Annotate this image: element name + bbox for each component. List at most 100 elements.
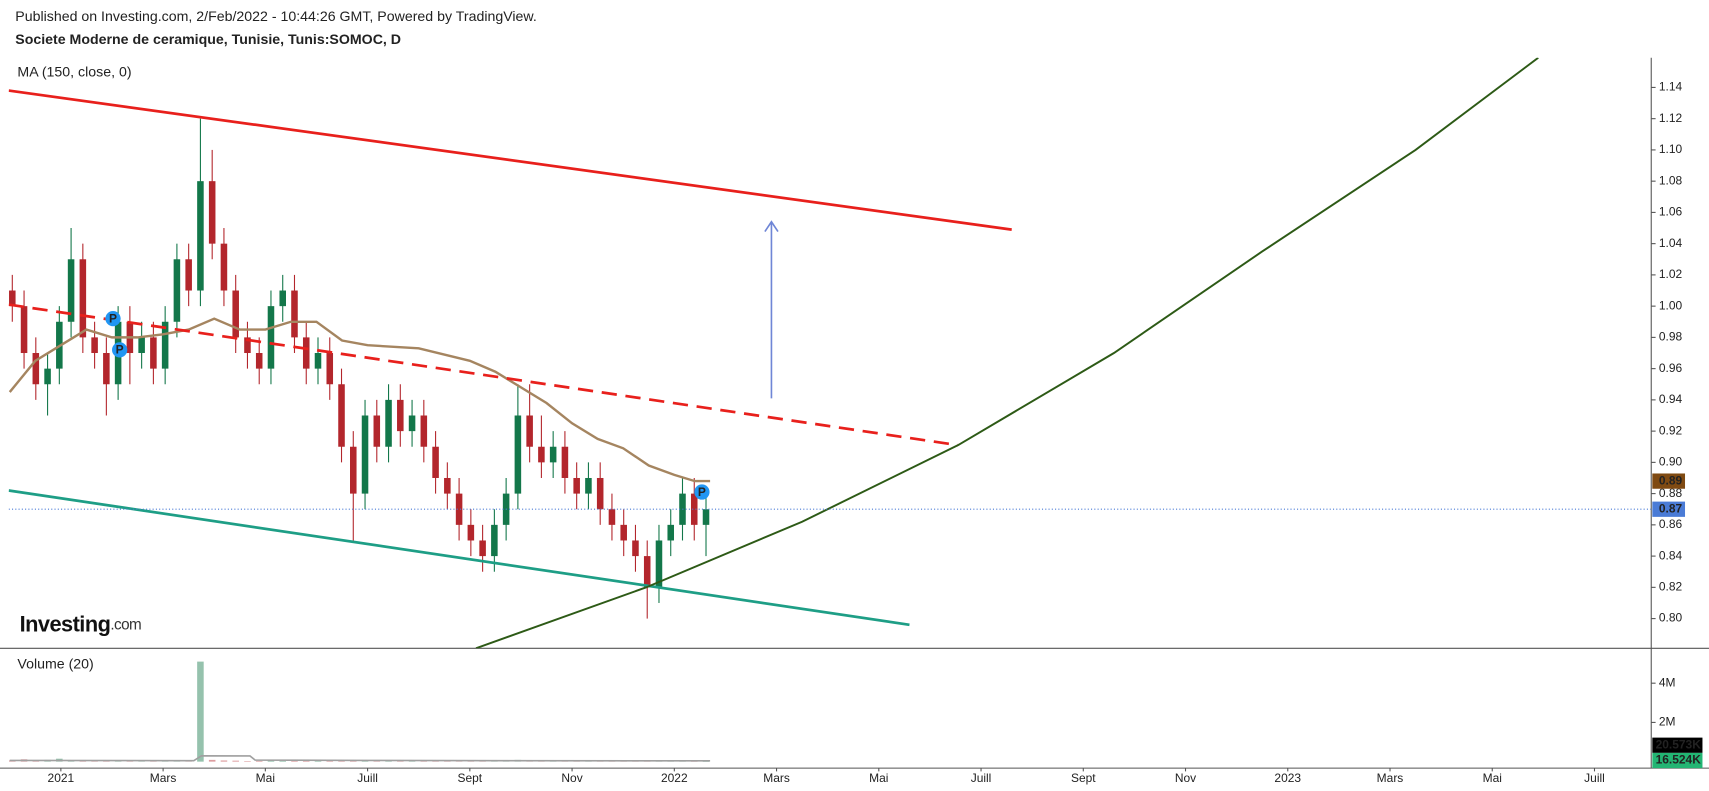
candle-body [608, 509, 616, 525]
candle-body [432, 446, 439, 478]
candle-body [197, 181, 204, 291]
price-label: 0.87 [1659, 501, 1683, 515]
candle-body [267, 306, 275, 369]
y-tick-label: 0.80 [1659, 611, 1683, 625]
x-tick-label: Sept [1071, 771, 1096, 785]
candle-body [326, 353, 334, 385]
volume-bar [326, 760, 334, 762]
candle-body [9, 290, 16, 307]
candle-body [690, 493, 698, 525]
chart-title: Societe Moderne de ceramique, Tunisie, T… [15, 32, 401, 48]
y-tick-label: 0.82 [1659, 580, 1683, 594]
x-tick-label: 2023 [1274, 771, 1301, 785]
x-tick-label: 2021 [48, 771, 75, 785]
y-tick-label: 0.94 [1659, 392, 1683, 406]
candle-body [655, 540, 663, 588]
y-tick-label: 4M [1659, 675, 1676, 689]
candle-body [479, 540, 486, 557]
event-marker [105, 311, 121, 327]
y-tick-label: 1.12 [1659, 111, 1683, 125]
price-label: 0.89 [1659, 473, 1683, 487]
x-tick-label: Juill [971, 771, 992, 785]
event-marker [694, 484, 710, 500]
price-pane: P P P [8, 57, 1652, 649]
candle-body [350, 446, 357, 494]
candle-body [467, 524, 475, 541]
trend-line [8, 489, 910, 627]
candle-body [103, 353, 110, 385]
x-tick-label: Mai [869, 771, 888, 785]
logo-suffix: .com [110, 616, 141, 633]
y-tick-label: 1.00 [1659, 298, 1683, 312]
x-tick-label: Juill [1584, 771, 1605, 785]
y-tick-label: 2M [1659, 715, 1676, 729]
candle-body [561, 446, 569, 478]
logo-brand: Investing [20, 611, 111, 636]
trend-line [8, 89, 1012, 231]
candle-body [373, 415, 381, 447]
candle-body [397, 399, 404, 432]
y-tick-label: 1.14 [1659, 80, 1683, 94]
candle-body [667, 524, 675, 541]
arrow-head [764, 220, 779, 233]
y-tick-label: 0.86 [1659, 517, 1683, 531]
volume-bar [314, 760, 322, 762]
x-tick-label: 2022 [661, 771, 688, 785]
volume-label: Volume (20) [17, 656, 93, 672]
candle-body [585, 477, 592, 494]
candle-body [314, 353, 322, 369]
candle-body [338, 384, 345, 447]
candle-body [444, 477, 451, 494]
price-label-bg [1652, 501, 1686, 517]
event-marker-label: P [116, 343, 124, 357]
candle-body [643, 556, 651, 588]
candle-body [385, 399, 392, 447]
y-tick-label: 1.02 [1659, 267, 1683, 281]
x-tick-label: Mars [1377, 771, 1404, 785]
candle-body [185, 259, 192, 291]
candle-body [491, 524, 498, 557]
x-tick-label: Nov [1175, 771, 1196, 785]
x-tick-label: Mai [256, 771, 275, 785]
candle-body [232, 290, 239, 338]
candle-body [596, 477, 604, 510]
x-tick-label: Mars [150, 771, 177, 785]
volume-bar [220, 760, 228, 762]
y-tick-label: 0.92 [1659, 423, 1683, 437]
volume-bar [267, 760, 275, 762]
logo: Investing.com [20, 611, 142, 636]
y-tick-label: 1.06 [1659, 205, 1683, 219]
axes: 2021 Mars Mai Juill Sept Nov 2022 Mars Mai Juill S… [48, 80, 1703, 785]
volume-value-label: 20.573K [1656, 737, 1702, 751]
volume-bar [291, 760, 298, 762]
event-marker-label: P [698, 485, 706, 499]
candle-body [20, 306, 28, 354]
y-tick-label: 0.88 [1659, 486, 1683, 500]
candle-body [208, 181, 216, 244]
x-tick-label: Sept [458, 771, 483, 785]
candle-body [255, 353, 263, 369]
trend-line [475, 57, 1539, 649]
candle-body [702, 509, 710, 525]
volume-label-bg [1652, 737, 1703, 753]
volume-bar [232, 760, 239, 762]
volume-bar [197, 661, 204, 762]
volume-pane [9, 661, 711, 762]
y-tick-label: 0.98 [1659, 330, 1683, 344]
candle-body [514, 415, 522, 494]
volume-bar [208, 759, 216, 762]
indicator-label: MA (150, close, 0) [17, 65, 131, 81]
volume-bar [373, 761, 381, 762]
candle-body [79, 259, 87, 338]
candle-body [173, 259, 181, 322]
candle-body [91, 337, 98, 354]
event-marker [112, 342, 128, 358]
candle-body [32, 353, 40, 385]
candle-body [632, 540, 639, 557]
volume-bar [244, 761, 251, 762]
x-tick-label: Mai [1483, 771, 1502, 785]
x-tick-label: Nov [561, 771, 582, 785]
candle-body [138, 337, 145, 354]
